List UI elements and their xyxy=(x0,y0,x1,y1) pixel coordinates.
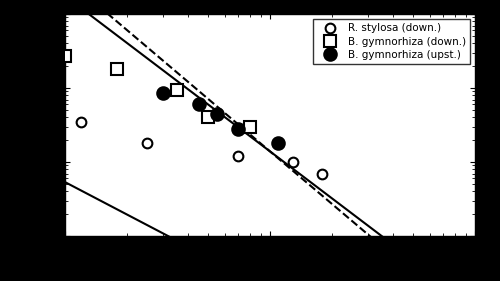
Y-axis label: wₜ (kg): wₜ (kg) xyxy=(20,103,33,147)
B. gymnorhiza (upst.) xyxy=(235,127,241,131)
B. gymnorhiza (upst.) xyxy=(214,112,220,115)
B. gymnorhiza (upst.) xyxy=(196,103,202,106)
R. stylosa (down.) xyxy=(320,172,326,175)
B. gymnorhiza (down.) xyxy=(247,125,253,128)
R. stylosa (down.) xyxy=(235,155,241,158)
B. gymnorhiza (upst.) xyxy=(160,92,166,95)
R. stylosa (down.) xyxy=(290,160,296,164)
B. gymnorhiza (down.) xyxy=(174,88,180,91)
Legend: R. stylosa (down.), B. gymnorhiza (down.), B. gymnorhiza (upst.): R. stylosa (down.), B. gymnorhiza (down.… xyxy=(313,19,470,64)
B. gymnorhiza (down.) xyxy=(206,116,212,119)
Line: B. gymnorhiza (down.): B. gymnorhiza (down.) xyxy=(60,51,256,132)
Line: B. gymnorhiza (upst.): B. gymnorhiza (upst.) xyxy=(156,87,284,149)
B. gymnorhiza (upst.) xyxy=(276,141,281,145)
B. gymnorhiza (down.) xyxy=(62,55,68,58)
B. gymnorhiza (down.) xyxy=(114,67,120,71)
R. stylosa (down.) xyxy=(144,141,150,145)
R. stylosa (down.) xyxy=(78,120,84,123)
X-axis label: ρ (ha⁻¹): ρ (ha⁻¹) xyxy=(246,262,294,275)
Line: R. stylosa (down.): R. stylosa (down.) xyxy=(76,117,327,178)
